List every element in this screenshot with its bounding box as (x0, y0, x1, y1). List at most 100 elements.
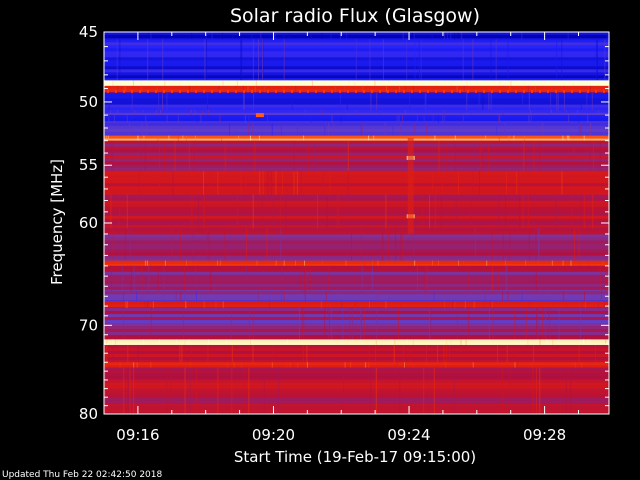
frequency-band (104, 80, 609, 87)
heatmap-row (104, 152, 609, 156)
heatmap-streak (113, 85, 115, 93)
heatmap-streak (244, 115, 246, 123)
heatmap-streak (204, 39, 206, 81)
heatmap-streak (158, 92, 160, 110)
heatmap-row (104, 215, 609, 220)
heatmap-streak (144, 260, 146, 266)
heatmap-streak (339, 92, 341, 110)
heatmap-streak (175, 291, 177, 302)
heatmap-streak (547, 80, 549, 86)
heatmap-streak (454, 135, 456, 141)
heatmap-streak (425, 92, 427, 110)
heatmap-streak (523, 135, 525, 141)
heatmap-streak (497, 265, 499, 292)
heatmap-streak (192, 228, 194, 261)
heatmap-streak (329, 308, 330, 340)
heatmap-row (104, 80, 609, 84)
heatmap-row (104, 329, 609, 333)
heatmap-row (104, 344, 609, 349)
frequency-band (104, 344, 609, 363)
heatmap-streak (306, 345, 308, 363)
heatmap-streak (252, 194, 254, 229)
heatmap-row (104, 382, 609, 386)
heatmap-streak (355, 39, 357, 81)
heatmap-dot (587, 89, 589, 93)
heatmap-streak (546, 339, 548, 345)
heatmap-dot (187, 89, 189, 93)
heatmap-streak (385, 301, 387, 308)
heatmap-streak (502, 85, 504, 93)
heatmap-dot (331, 89, 333, 93)
heatmap-streak (259, 171, 261, 195)
heatmap-streak (370, 92, 372, 110)
heatmap-streak (324, 308, 326, 340)
heatmap-row (104, 134, 609, 136)
heatmap-streak (250, 135, 251, 141)
heatmap-streak (196, 115, 198, 123)
heatmap-streak (454, 301, 456, 308)
heatmap-row (104, 128, 609, 133)
heatmap-streak (313, 80, 314, 86)
heatmap-streak (271, 362, 273, 368)
heatmap-dot (363, 89, 365, 93)
heatmap-streak (171, 228, 173, 261)
heatmap-streak (157, 85, 158, 93)
heatmap-streak (185, 301, 187, 308)
heatmap-streak (426, 122, 428, 136)
heatmap-streak (127, 345, 129, 363)
heatmap-streak (190, 362, 191, 368)
heatmap-streak (112, 80, 114, 86)
frequency-band (104, 135, 609, 141)
heatmap-row (104, 362, 609, 366)
heatmap-streak (600, 80, 602, 86)
heatmap-streak (145, 115, 147, 123)
heatmap-streak (157, 265, 159, 292)
heatmap-streak (496, 122, 497, 136)
heatmap-streak (271, 122, 273, 136)
heatmap-streak (133, 367, 135, 414)
heatmap-streak (149, 362, 151, 368)
heatmap-streak (502, 291, 503, 302)
heatmap-streak (301, 308, 303, 340)
heatmap-streak (398, 308, 399, 340)
heatmap-streak (483, 301, 485, 308)
heatmap-streak (443, 32, 445, 40)
heatmap-dot (347, 89, 349, 93)
heatmap-streak (131, 92, 133, 110)
heatmap-dot (491, 89, 493, 93)
frequency-band (104, 109, 609, 116)
heatmap-streak (498, 115, 500, 123)
heatmap-streak (207, 345, 209, 363)
heatmap-streak (190, 345, 192, 363)
heatmap-streak (365, 362, 367, 368)
heatmap-streak (300, 265, 302, 292)
heatmap-streak (108, 92, 110, 110)
heatmap-streak (145, 122, 147, 136)
heatmap-row (104, 347, 609, 352)
heatmap-streak (595, 345, 596, 363)
heatmap-streak (514, 308, 516, 340)
heatmap-streak (111, 140, 113, 172)
heatmap-streak (251, 339, 253, 345)
heatmap-streak (587, 115, 589, 123)
heatmap-streak (521, 32, 523, 40)
heatmap-streak (158, 339, 160, 345)
heatmap-streak (412, 85, 414, 93)
heatmap-streak (587, 339, 589, 345)
heatmap-dot (235, 89, 237, 93)
heatmap-streak (113, 115, 115, 123)
heatmap-dot (131, 89, 133, 93)
heatmap-dot (435, 89, 437, 93)
heatmap-streak (539, 291, 541, 302)
heatmap-streak (289, 362, 291, 368)
heatmap-streak (447, 32, 449, 40)
heatmap-streak (353, 80, 355, 86)
heatmap-streak (509, 228, 511, 261)
heatmap-streak (179, 345, 181, 363)
heatmap-streak (361, 265, 363, 292)
heatmap-streak (137, 135, 139, 141)
heatmap-streak (166, 367, 168, 414)
heatmap-streak (394, 339, 396, 345)
heatmap-row (104, 197, 609, 202)
heatmap-streak (368, 135, 369, 141)
